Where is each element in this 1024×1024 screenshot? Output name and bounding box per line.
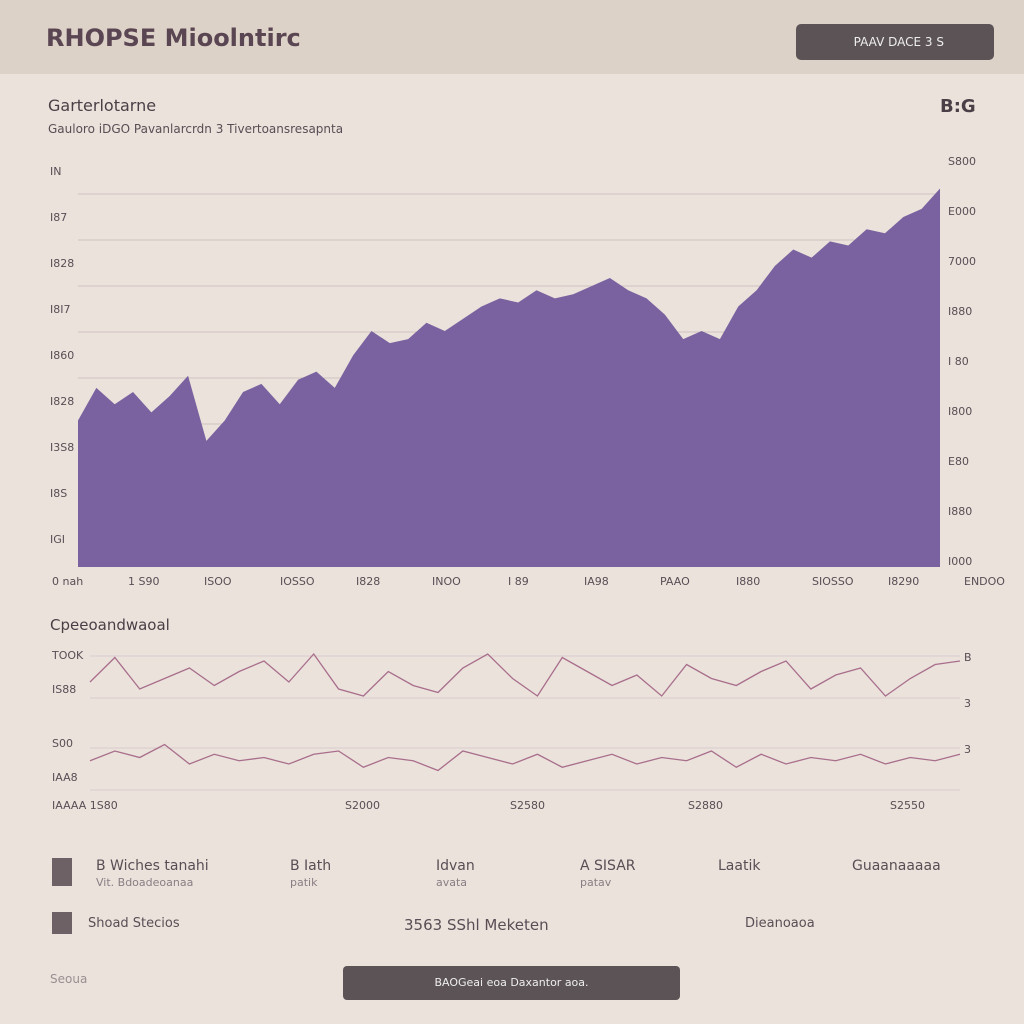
x-axis-label: S2580 [510, 799, 545, 812]
y-axis-label-right: 3 [964, 743, 971, 756]
row2-icon [52, 912, 72, 934]
y-axis-label-right: I880 [948, 505, 972, 518]
x-axis-label: SIOSSO [812, 575, 854, 588]
y-axis-label: I87 [50, 211, 67, 224]
x-axis-label: 1 S90 [128, 575, 159, 588]
x-axis-label: INOO [432, 575, 461, 588]
stat-sub: Vit. Bdoadeoanaa [96, 876, 194, 889]
x-axis-label: I880 [736, 575, 760, 588]
y-axis-label: I3S8 [50, 441, 74, 454]
x-axis-label: S2550 [890, 799, 925, 812]
y-axis-label-right: I000 [948, 555, 972, 568]
y-axis-label: I8S [50, 487, 67, 500]
x-axis-label: IAAAA 1S80 [52, 799, 118, 812]
stat-title: B Iath [290, 858, 332, 874]
y-axis-label: IS88 [52, 683, 76, 696]
y-axis-label-right: 3 [964, 697, 971, 710]
y-axis-label-right: I880 [948, 305, 972, 318]
y-axis-label-right: I 80 [948, 355, 969, 368]
y-axis-label: I860 [50, 349, 74, 362]
y-axis-label-right: E000 [948, 205, 976, 218]
secondary-chart: TOOK IS88 S00 IAA8 B 3 3 IAAAA 1S80 S2000 S2580 S2… [51, 649, 972, 812]
header-button[interactable]: PAAV DACE 3 S [796, 24, 994, 60]
stat-title: A SISAR [580, 858, 636, 874]
row2-item: 3563 SShl Meketen [404, 916, 549, 934]
footer-label: Seoua [50, 972, 88, 986]
app-title: RHOPSE Mioolntirc [46, 24, 301, 52]
stat-title: Guaanaaaaa [852, 858, 941, 874]
x-axis-label: 0 nah [52, 575, 83, 588]
y-axis-label: S00 [52, 737, 73, 750]
y-axis-label: I828 [50, 257, 74, 270]
x-axis-label: S2000 [345, 799, 380, 812]
y-axis-label: IN [50, 165, 61, 178]
y-axis-label-right: E80 [948, 455, 969, 468]
x-axis-label: IOSSO [280, 575, 315, 588]
x-axis-label: I 89 [508, 575, 529, 588]
row2-item: Shoad Stecios [88, 916, 180, 931]
x-axis-label: PAAO [660, 575, 690, 588]
main-chart: IN I87 I828 I8I7 I860 I828 I3S8 I8S IGI S800 E000 7… [50, 155, 1005, 588]
card-title: Garterlotarne [48, 96, 157, 115]
stat-title: Idvan [436, 858, 475, 874]
stat-sub: patik [290, 876, 318, 889]
x-axis-label: I828 [356, 575, 380, 588]
y-axis-label: TOOK [51, 649, 84, 662]
row2-item: Dieanoaoa [745, 916, 815, 931]
stat-title: B Wiches tanahi [96, 858, 209, 874]
x-axis-label: ISOO [204, 575, 232, 588]
card-subtitle: Gauloro iDGO Pavanlarcrdn 3 Tivertoansre… [48, 122, 344, 136]
y-axis-label: I8I7 [50, 303, 71, 316]
y-axis-label: I828 [50, 395, 74, 408]
dropdown[interactable]: BAOGeai eoa Daxantor aoa. [343, 966, 680, 1000]
y-axis-label-right: 7000 [948, 255, 976, 268]
x-axis-label: S2880 [688, 799, 723, 812]
header: RHOPSE Mioolntirc PAAV DACE 3 S [0, 0, 1024, 74]
y-axis-label: IGI [50, 533, 65, 546]
stat-sub: avata [436, 876, 468, 889]
area [78, 188, 940, 568]
line-series [89, 743, 961, 772]
y-axis-label: IAA8 [52, 771, 78, 784]
y-axis-label-right: B [964, 651, 972, 664]
y-axis-label-right: S800 [948, 155, 976, 168]
y-axis-label-right: I800 [948, 405, 972, 418]
badge: B:G [940, 96, 976, 117]
x-axis-label: ENDOO [964, 575, 1005, 588]
stat-title: Laatik [718, 858, 761, 874]
stat-icon [52, 858, 72, 886]
section-title: Cpeeoandwaoal [50, 616, 170, 634]
stat-sub: patav [580, 876, 612, 889]
x-axis-label: IA98 [584, 575, 609, 588]
line-series [89, 652, 961, 697]
x-axis-label: I8290 [888, 575, 919, 588]
